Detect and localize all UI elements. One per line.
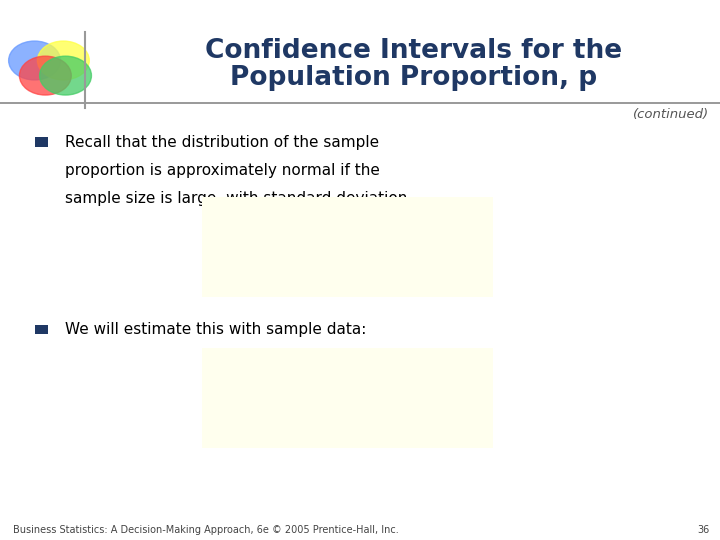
Text: sample size is large, with standard deviation: sample size is large, with standard devi… [65, 191, 408, 206]
Text: We will estimate this with sample data:: We will estimate this with sample data: [65, 322, 366, 337]
Text: Confidence Intervals for the: Confidence Intervals for the [205, 38, 623, 64]
Circle shape [37, 41, 89, 80]
Text: proportion is approximately normal if the: proportion is approximately normal if th… [65, 163, 379, 178]
Text: 36: 36 [697, 525, 709, 535]
Text: Population Proportion, p: Population Proportion, p [230, 65, 598, 91]
FancyBboxPatch shape [35, 325, 48, 334]
FancyBboxPatch shape [202, 348, 493, 448]
Text: (continued): (continued) [633, 108, 709, 121]
Text: Recall that the distribution of the sample: Recall that the distribution of the samp… [65, 134, 379, 150]
Text: $s_{\hat{p}} = \sqrt{\dfrac{\hat{p}(1-\hat{p})}{n}}$: $s_{\hat{p}} = \sqrt{\dfrac{\hat{p}(1-\h… [268, 372, 427, 425]
FancyBboxPatch shape [202, 197, 493, 297]
Circle shape [9, 41, 60, 80]
Text: Business Statistics: A Decision-Making Approach, 6e © 2005 Prentice-Hall, Inc.: Business Statistics: A Decision-Making A… [13, 525, 399, 535]
Circle shape [19, 56, 71, 95]
Text: $\sigma_{\hat{p}} = \sqrt{\dfrac{p(1-p)}{n}}$: $\sigma_{\hat{p}} = \sqrt{\dfrac{p(1-p)}… [267, 222, 428, 272]
Circle shape [40, 56, 91, 95]
FancyBboxPatch shape [35, 137, 48, 147]
